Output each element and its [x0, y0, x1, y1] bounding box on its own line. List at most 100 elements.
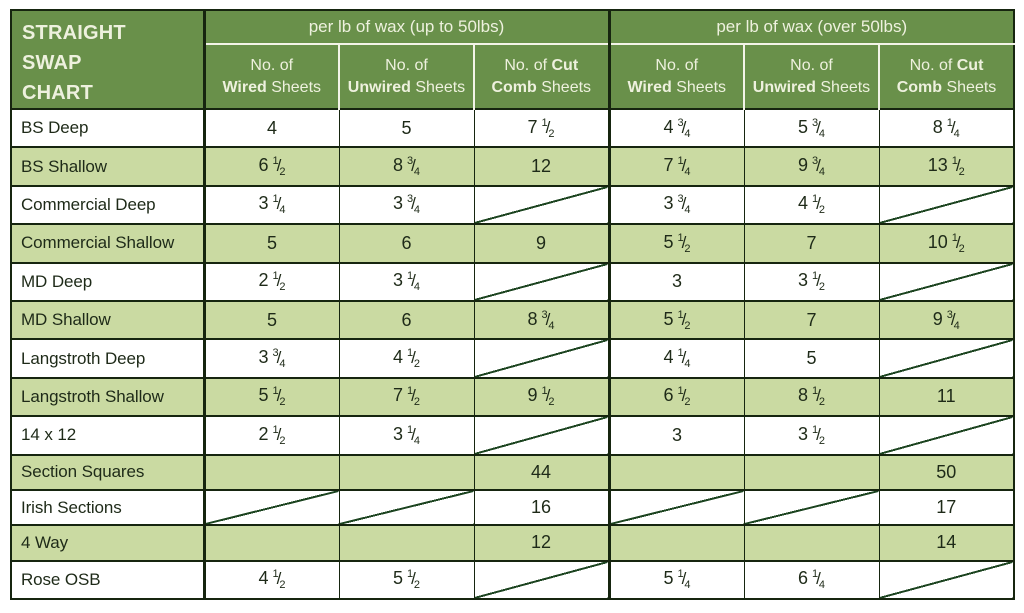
value-cell: 4: [202, 107, 340, 149]
value-cell: 11: [878, 376, 1015, 418]
empty-cell-diagonal: [607, 488, 745, 527]
group-header-over-50lbs: per lb of wax (over 50lbs): [607, 10, 1015, 46]
value-cell: 9 3/4: [743, 146, 880, 187]
empty-cell-diagonal: [878, 261, 1015, 302]
empty-cell-diagonal: [473, 415, 610, 456]
header-group-row: STRAIGHT SWAP CHART per lb of wax (up to 5…: [11, 10, 1015, 109]
empty-cell-diagonal: [473, 338, 610, 379]
value-cell: 16: [473, 488, 610, 527]
table-row: Commercial Shallow 5 6 9 5 1/2 7 10 1/2: [10, 223, 1015, 264]
empty-cell-diagonal: [338, 453, 475, 491]
row-label: Commercial Deep: [10, 184, 206, 226]
value-cell: 3 3/4: [338, 184, 475, 226]
empty-cell-diagonal: [743, 453, 880, 491]
value-cell: 7 1/4: [607, 146, 745, 187]
table-row: Langstroth Deep 3 3/4 4 1/2 4 1/4 5: [10, 338, 1015, 379]
value-cell: 8 1/4: [878, 107, 1015, 149]
empty-cell-diagonal: [878, 559, 1015, 600]
value-cell: 5 1/4: [607, 559, 745, 600]
column-header: No. of Unwired Sheets: [743, 44, 879, 109]
empty-cell-diagonal: [473, 559, 610, 600]
value-cell: 9 3/4: [878, 299, 1015, 341]
empty-cell-diagonal: [202, 488, 340, 527]
column-header: No. of Cut Comb Sheets: [877, 44, 1015, 109]
table-row: Irish Sections 16 17: [10, 488, 1015, 527]
value-cell: 12: [473, 524, 610, 562]
chart-title: STRAIGHT SWAP CHART: [11, 10, 206, 109]
value-cell: 8 1/2: [743, 376, 880, 418]
empty-cell-diagonal: [338, 488, 475, 527]
empty-cell-diagonal: [607, 453, 745, 491]
row-label: Section Squares: [10, 453, 206, 491]
value-cell: 4 1/2: [338, 338, 475, 379]
row-label: 14 x 12: [10, 415, 206, 456]
column-header-row: No. of Wired Sheets No. of Unwired Sheets No…: [11, 44, 1015, 109]
row-label: Langstroth Shallow: [10, 376, 206, 418]
empty-cell-diagonal: [202, 453, 340, 491]
value-cell: 4 1/2: [743, 184, 880, 226]
row-label: Irish Sections: [10, 488, 206, 527]
value-cell: 4 1/2: [202, 559, 340, 600]
column-header: No. of Wired Sheets: [202, 44, 339, 109]
empty-cell-diagonal: [878, 338, 1015, 379]
value-cell: 50: [878, 453, 1015, 491]
value-cell: 44: [473, 453, 610, 491]
row-label: BS Shallow: [10, 146, 206, 187]
empty-cell-diagonal: [878, 415, 1015, 456]
value-cell: 5: [338, 107, 475, 149]
value-cell: 5: [202, 299, 340, 341]
value-cell: 3: [607, 261, 745, 302]
empty-cell-diagonal: [878, 184, 1015, 226]
value-cell: 3 1/2: [743, 415, 880, 456]
value-cell: 6 1/4: [743, 559, 880, 600]
straight-swap-chart-table: STRAIGHT SWAP CHART per lb of wax (up to 5…: [10, 9, 1016, 600]
empty-cell-diagonal: [338, 524, 475, 562]
value-cell: 4 3/4: [607, 107, 745, 149]
value-cell: 2 1/2: [202, 261, 340, 302]
row-label: Commercial Shallow: [10, 223, 206, 264]
value-cell: 14: [878, 524, 1015, 562]
empty-cell-diagonal: [473, 261, 610, 302]
value-cell: 5: [743, 338, 880, 379]
value-cell: 9: [473, 223, 610, 264]
value-cell: 6: [338, 299, 475, 341]
table-row: MD Shallow 5 6 8 3/4 5 1/2 7 9 3/4: [10, 299, 1015, 341]
row-label: BS Deep: [10, 107, 206, 149]
value-cell: 3: [607, 415, 745, 456]
value-cell: 3 1/4: [202, 184, 340, 226]
value-cell: 3 1/4: [338, 261, 475, 302]
column-header: No. of Wired Sheets: [607, 44, 744, 109]
table-row: Section Squares 44 50: [10, 453, 1015, 491]
value-cell: 2 1/2: [202, 415, 340, 456]
value-cell: 3 3/4: [202, 338, 340, 379]
chart-title-line: SWAP: [22, 52, 82, 74]
table-row: BS Deep 4 5 7 1/2 4 3/4 5 3/4 8 1/4: [10, 107, 1015, 149]
group-header-up-to-50lbs: per lb of wax (up to 50lbs): [204, 10, 609, 46]
row-label: Rose OSB: [10, 559, 206, 600]
row-label: 4 Way: [10, 524, 206, 562]
row-label: MD Shallow: [10, 299, 206, 341]
empty-cell-diagonal: [743, 524, 880, 562]
row-label: Langstroth Deep: [10, 338, 206, 379]
table-row: MD Deep 2 1/2 3 1/4 3 3 1/2: [10, 261, 1015, 302]
value-cell: 9 1/2: [473, 376, 610, 418]
value-cell: 5 3/4: [743, 107, 880, 149]
table-body: BS Deep 4 5 7 1/2 4 3/4 5 3/4 8 1/4 BS Shallow 6 1/2 8…: [10, 107, 1015, 600]
value-cell: 5 1/2: [202, 376, 340, 418]
value-cell: 3 1/2: [743, 261, 880, 302]
empty-cell-diagonal: [743, 488, 880, 527]
value-cell: 12: [473, 146, 610, 187]
value-cell: 17: [878, 488, 1015, 527]
table-row: Rose OSB 4 1/2 5 1/2 5 1/4 6 1/4: [10, 559, 1015, 600]
value-cell: 7: [743, 299, 880, 341]
empty-cell-diagonal: [607, 524, 745, 562]
value-cell: 3 3/4: [607, 184, 745, 226]
value-cell: 6: [338, 223, 475, 264]
value-cell: 7: [743, 223, 880, 264]
empty-cell-diagonal: [202, 524, 340, 562]
table-row: BS Shallow 6 1/2 8 3/4 12 7 1/4 9 3/4 13 1/2: [10, 146, 1015, 187]
value-cell: 3 1/4: [338, 415, 475, 456]
chart-title-line: STRAIGHT: [22, 22, 126, 44]
value-cell: 8 3/4: [473, 299, 610, 341]
